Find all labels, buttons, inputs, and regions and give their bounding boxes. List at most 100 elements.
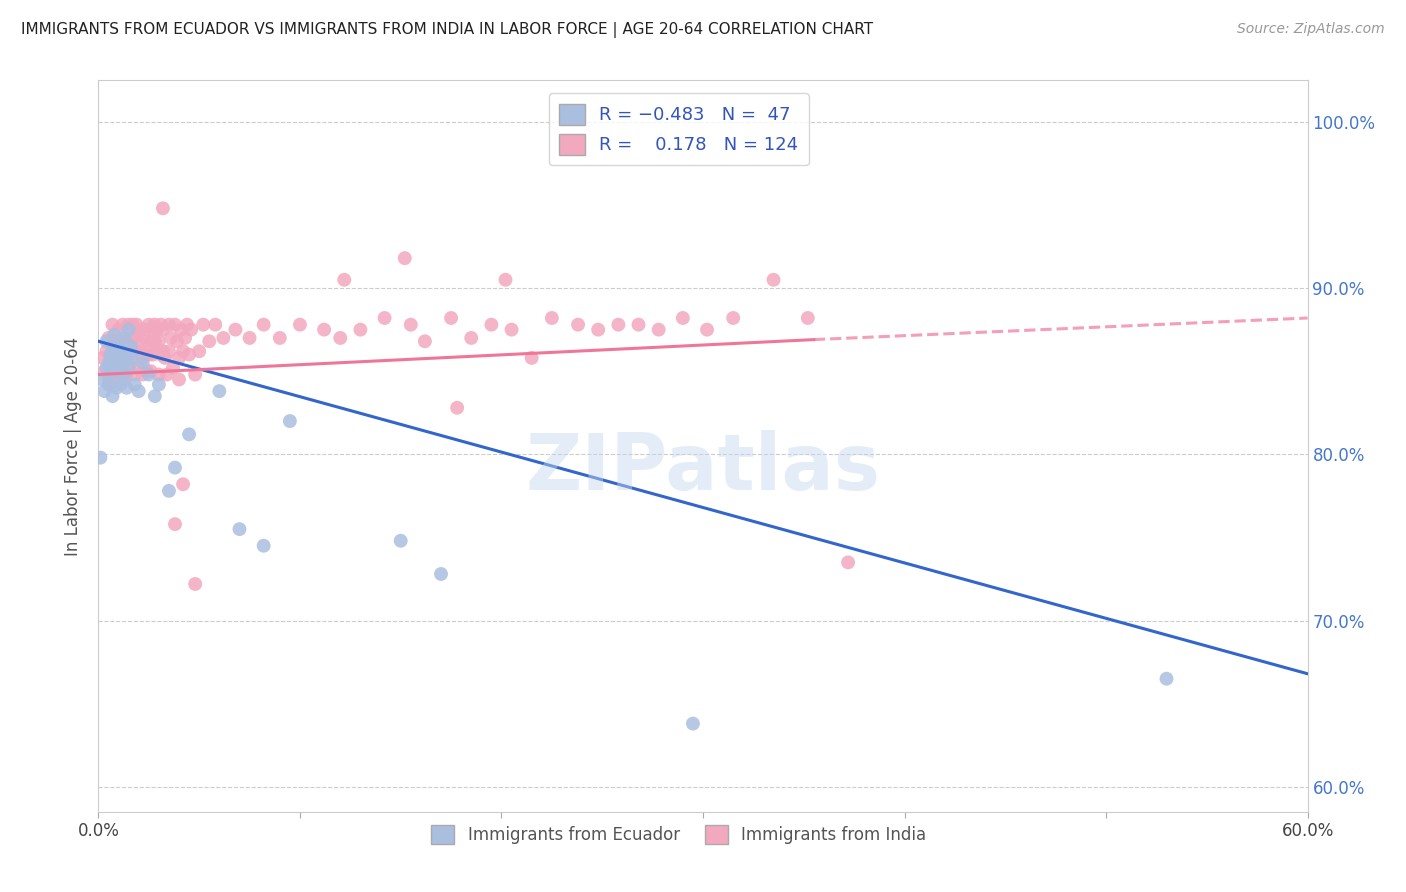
Point [110, 377, 132, 392]
Point [163, 517, 186, 532]
Y-axis label: In Labor Force | Age 20-64: In Labor Force | Age 20-64 [65, 336, 83, 556]
Point [389, 533, 412, 548]
Point [172, 344, 194, 359]
Point [124, 331, 146, 345]
Point [124, 368, 146, 382]
Point [143, 318, 166, 332]
Point [114, 368, 136, 382]
Point [430, 566, 453, 581]
Point [607, 318, 630, 332]
Point [128, 334, 150, 349]
Point [103, 351, 125, 365]
Point [114, 331, 136, 345]
Point [111, 356, 134, 370]
Point [167, 372, 190, 386]
Point [105, 368, 128, 382]
Point [132, 356, 155, 370]
Point [115, 334, 138, 349]
Point [101, 344, 124, 359]
Point [120, 331, 142, 345]
Point [156, 368, 179, 382]
Point [135, 364, 157, 378]
Point [100, 351, 122, 365]
Point [184, 368, 207, 382]
Point [96, 344, 118, 359]
Point [149, 347, 172, 361]
Text: IMMIGRANTS FROM ECUADOR VS IMMIGRANTS FROM INDIA IN LABOR FORCE | AGE 20-64 CORR: IMMIGRANTS FROM ECUADOR VS IMMIGRANTS FR… [21, 22, 873, 38]
Point [762, 273, 785, 287]
Point [118, 347, 141, 361]
Point [160, 331, 183, 345]
Point [107, 351, 129, 365]
Point [149, 318, 172, 332]
Point [97, 377, 120, 392]
Point [157, 483, 180, 498]
Point [174, 331, 197, 345]
Point [138, 347, 160, 361]
Point [125, 318, 148, 332]
Point [253, 318, 276, 332]
Point [134, 347, 156, 361]
Point [239, 331, 262, 345]
Point [139, 334, 162, 349]
Point [105, 356, 128, 370]
Point [105, 344, 128, 359]
Point [329, 331, 352, 345]
Point [111, 344, 134, 359]
Point [110, 368, 132, 382]
Point [440, 310, 463, 325]
Point [627, 318, 650, 332]
Point [188, 344, 211, 359]
Point [148, 334, 170, 349]
Point [96, 334, 118, 349]
Text: ZIPatlas: ZIPatlas [526, 430, 880, 506]
Point [118, 360, 141, 375]
Point [170, 323, 193, 337]
Point [349, 323, 371, 337]
Point [399, 318, 422, 332]
Point [115, 351, 138, 365]
Point [132, 368, 155, 382]
Point [128, 360, 150, 375]
Point [107, 339, 129, 353]
Point [129, 344, 152, 359]
Point [138, 368, 160, 382]
Point [103, 364, 125, 378]
Point [107, 364, 129, 378]
Point [797, 310, 820, 325]
Point [148, 377, 170, 392]
Point [153, 351, 176, 365]
Point [100, 377, 122, 392]
Point [101, 389, 124, 403]
Point [132, 351, 155, 365]
Point [103, 334, 125, 349]
Point [180, 323, 202, 337]
Point [148, 368, 170, 382]
Point [179, 347, 201, 361]
Point [118, 318, 141, 332]
Point [166, 334, 188, 349]
Point [212, 331, 235, 345]
Point [101, 318, 124, 332]
Point [111, 344, 134, 359]
Point [120, 356, 142, 370]
Point [115, 368, 138, 382]
Point [128, 384, 150, 398]
Point [110, 334, 132, 349]
Point [124, 377, 146, 392]
Point [208, 384, 231, 398]
Point [501, 323, 523, 337]
Point [682, 716, 704, 731]
Point [101, 344, 124, 359]
Point [121, 351, 143, 365]
Point [114, 351, 136, 365]
Point [146, 344, 169, 359]
Text: Source: ZipAtlas.com: Source: ZipAtlas.com [1237, 22, 1385, 37]
Point [91, 351, 114, 365]
Point [567, 318, 589, 332]
Point [1156, 672, 1178, 686]
Point [198, 334, 221, 349]
Point [110, 351, 132, 365]
Point [121, 318, 143, 332]
Point [278, 414, 301, 428]
